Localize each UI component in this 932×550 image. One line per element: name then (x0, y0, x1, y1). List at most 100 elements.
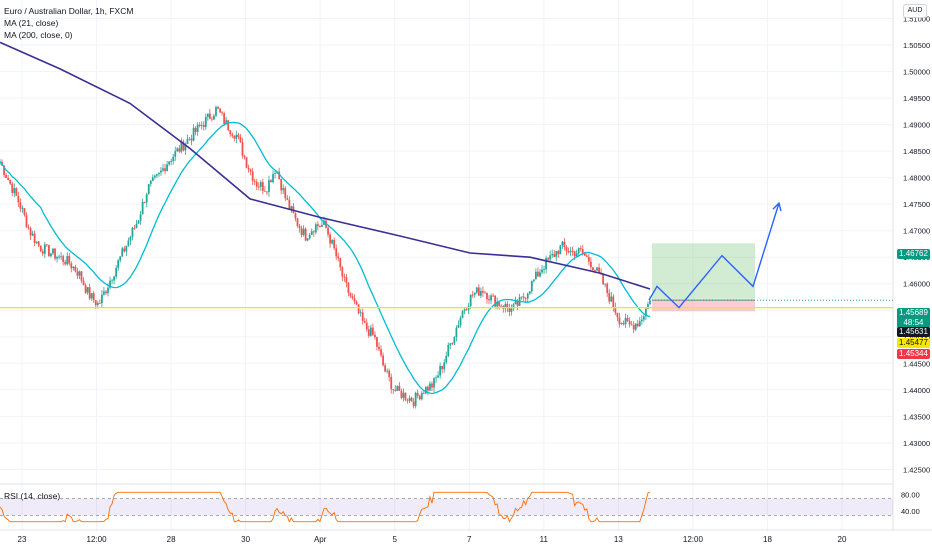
candle-body (355, 301, 358, 305)
candle (223, 111, 226, 125)
candle-body (433, 378, 435, 388)
candle-body (253, 180, 256, 182)
candle (249, 168, 252, 176)
rsi-legend[interactable]: RSI (14, close) (4, 491, 61, 501)
candle-body (390, 376, 393, 390)
candle-body (616, 312, 619, 318)
candle-body (561, 241, 564, 246)
candle (488, 295, 490, 305)
candle (459, 315, 462, 328)
candle-body (178, 148, 181, 152)
candle-body (323, 220, 325, 225)
candle-body (396, 385, 399, 391)
candle (435, 375, 437, 383)
candle (27, 224, 30, 230)
price-tick-label: 1.48000 (903, 174, 930, 183)
candle (190, 134, 193, 146)
candle-body (382, 355, 384, 366)
candle-body (437, 375, 439, 378)
candle-body (506, 303, 509, 308)
candle-body (123, 248, 126, 252)
candle-body (512, 304, 515, 309)
candle (255, 178, 258, 191)
candle (353, 294, 356, 305)
candle (388, 368, 391, 382)
price-tag-dark: 1.45631 (897, 327, 930, 337)
candle-body (78, 271, 81, 276)
candle (221, 111, 224, 116)
candle-body (647, 304, 649, 309)
price-axis[interactable]: 1.51000 1.50500 1.50000 1.49500 1.49000 1.485… (901, 15, 930, 517)
candle (178, 145, 181, 154)
candle (530, 280, 533, 294)
candle (329, 232, 331, 248)
candle-body (475, 287, 478, 293)
candle (141, 198, 144, 215)
ma200-line (0, 41, 651, 290)
time-axis[interactable]: 23 12:00 28 30 Apr 5 7 11 13 12:00 18 20 (18, 535, 847, 544)
currency-badge[interactable]: AUD (903, 4, 927, 18)
candle-body (522, 296, 525, 298)
candle-body (58, 256, 60, 258)
candle-body (296, 218, 299, 227)
candle (274, 169, 276, 179)
time-tick-label: 5 (393, 535, 398, 544)
ma200-legend[interactable]: MA (200, close, 0) (4, 30, 73, 40)
candle (88, 283, 91, 301)
ma21-legend[interactable]: MA (21, close) (4, 18, 59, 28)
candle (82, 277, 85, 286)
candle (115, 265, 118, 280)
candle (217, 105, 219, 110)
candle-body (192, 127, 195, 141)
candle-body (186, 139, 189, 145)
candle-body (347, 282, 350, 293)
candle-body (351, 296, 354, 299)
candle-body (636, 323, 639, 327)
candle (539, 269, 541, 278)
candle-body (241, 142, 244, 156)
candle-body (164, 168, 166, 172)
candle-body (624, 318, 627, 325)
price-tick-label: 1.48500 (903, 147, 930, 156)
candle-body (492, 295, 495, 297)
candle (200, 121, 203, 130)
candle (469, 294, 472, 310)
candle-body (70, 263, 73, 269)
candle (585, 253, 588, 257)
candle (135, 219, 138, 229)
overlays (0, 201, 893, 309)
candle (545, 255, 547, 274)
candle (449, 342, 452, 350)
candle (608, 289, 611, 305)
candle-body (461, 311, 464, 318)
candle (632, 321, 635, 334)
long-position-tool[interactable] (652, 243, 893, 312)
candle (618, 312, 621, 328)
candle (343, 273, 346, 282)
candle-body (100, 294, 103, 304)
candle (288, 196, 291, 210)
candle-body (25, 215, 28, 228)
candle (355, 300, 358, 306)
candle-body (23, 208, 26, 216)
candle-body (115, 267, 118, 277)
price-tick-label: 1.44000 (903, 386, 930, 395)
candle-body (473, 292, 476, 295)
candle-body (302, 228, 305, 235)
candle-body (300, 228, 303, 235)
time-tick-label: 12:00 (683, 535, 704, 544)
candle-body (516, 301, 519, 306)
candle (143, 201, 146, 204)
candle-body (604, 283, 607, 285)
candle (447, 342, 450, 358)
candle (261, 178, 264, 195)
candle (319, 225, 321, 228)
candle (349, 292, 352, 298)
candle-body (162, 168, 164, 171)
candle (577, 247, 580, 256)
candle-body (211, 118, 213, 120)
candle-body (72, 266, 75, 269)
candle-body (571, 250, 574, 252)
price-tick-label: 1.44500 (903, 359, 930, 368)
